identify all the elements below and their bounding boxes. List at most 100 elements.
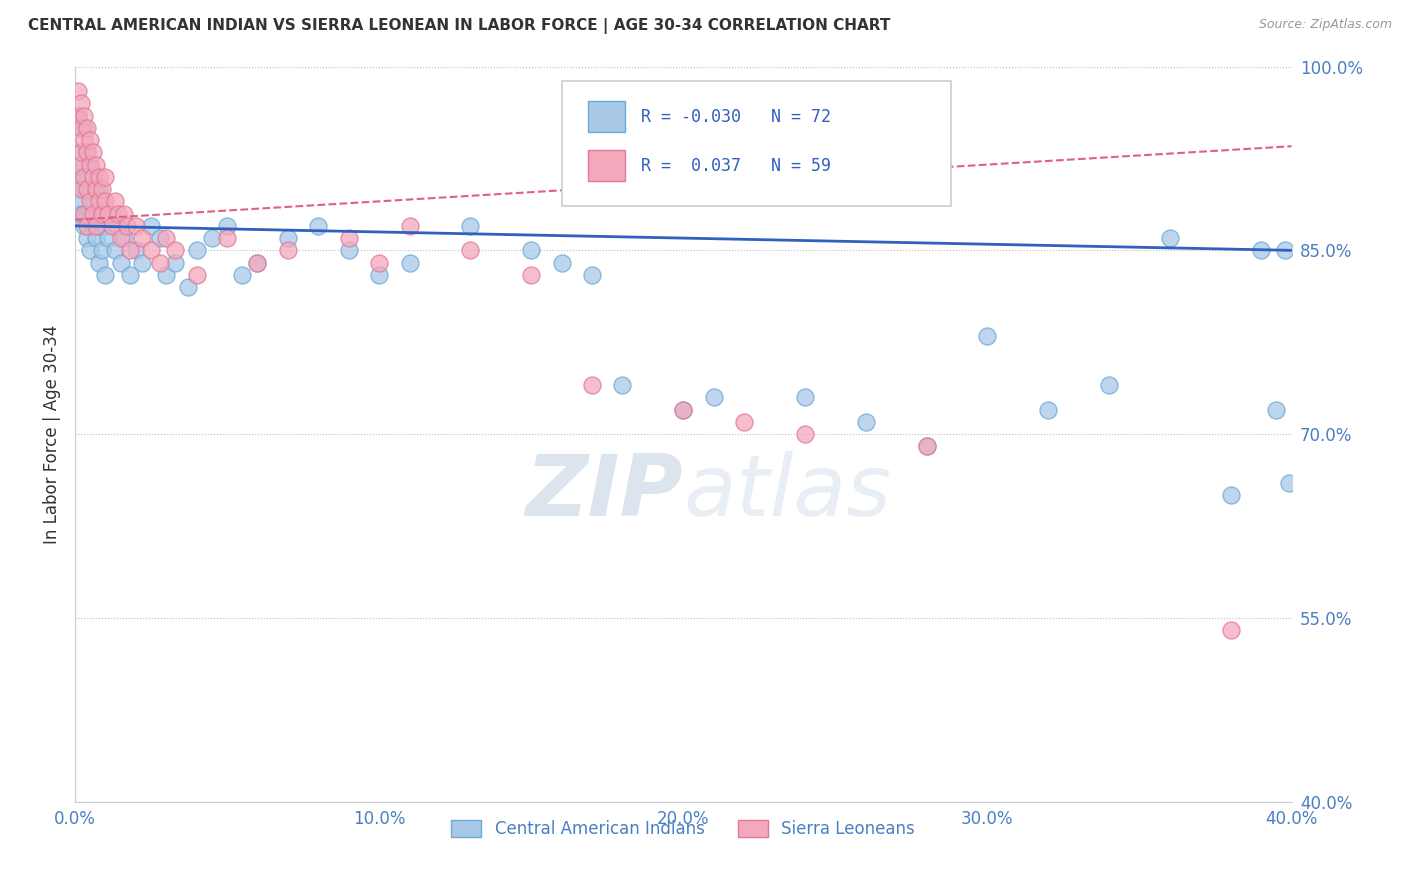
Text: R = -0.030   N = 72: R = -0.030 N = 72 (641, 108, 831, 126)
Point (73, 158, 96, 172)
Point (131, 255, 153, 269)
Point (1250, 244, 1272, 258)
Point (186, 268, 208, 282)
Point (76, 145, 98, 160)
Point (165, 244, 187, 258)
Point (89, 255, 111, 269)
Point (94, 268, 117, 282)
Point (103, 244, 125, 258)
Point (581, 268, 603, 282)
Point (125, 219, 148, 233)
Point (89, 219, 111, 233)
Point (73, 206, 96, 220)
Point (73, 219, 96, 233)
Point (460, 219, 482, 233)
Point (581, 378, 603, 392)
Point (246, 255, 269, 269)
Point (76, 120, 98, 135)
Point (118, 244, 141, 258)
Point (79, 194, 101, 209)
Point (91, 244, 114, 258)
Point (307, 219, 329, 233)
Point (97, 206, 120, 220)
FancyBboxPatch shape (588, 151, 624, 181)
Point (84, 206, 107, 220)
Text: atlas: atlas (683, 451, 891, 534)
Point (612, 378, 634, 392)
Point (89, 194, 111, 209)
Point (94, 219, 117, 233)
Point (915, 439, 938, 453)
Point (1277, 476, 1299, 491)
Point (76, 169, 98, 184)
Point (125, 244, 148, 258)
Point (76, 182, 98, 196)
Point (115, 219, 138, 233)
Point (70, 145, 93, 160)
Point (70, 145, 93, 160)
Point (368, 255, 391, 269)
Point (70, 120, 93, 135)
Point (793, 427, 815, 442)
Point (550, 255, 572, 269)
Point (1219, 623, 1241, 637)
Point (112, 206, 135, 220)
Point (79, 182, 101, 196)
Point (79, 158, 101, 172)
Point (82, 219, 104, 233)
Point (100, 219, 122, 233)
Point (186, 244, 208, 258)
Point (79, 206, 101, 220)
Point (76, 145, 98, 160)
Point (89, 169, 111, 184)
Legend: Central American Indians, Sierra Leoneans: Central American Indians, Sierra Leonean… (444, 814, 922, 845)
Point (107, 206, 129, 220)
Point (217, 219, 239, 233)
Point (520, 244, 543, 258)
Point (73, 120, 96, 135)
Point (398, 219, 420, 233)
Point (82, 169, 104, 184)
FancyBboxPatch shape (561, 81, 950, 206)
Point (76, 219, 98, 233)
Point (337, 244, 360, 258)
Point (165, 255, 187, 269)
Point (94, 169, 117, 184)
Point (107, 219, 129, 233)
Point (67, 109, 90, 123)
FancyBboxPatch shape (588, 101, 624, 132)
Point (82, 194, 104, 209)
Point (793, 390, 815, 404)
Point (79, 244, 101, 258)
Point (1265, 402, 1288, 417)
Point (73, 109, 96, 123)
Point (337, 231, 360, 245)
Point (84, 219, 107, 233)
Point (520, 268, 543, 282)
Point (1219, 488, 1241, 502)
Point (149, 255, 172, 269)
Point (110, 255, 132, 269)
Point (1159, 231, 1181, 245)
Point (67, 109, 90, 123)
Point (76, 206, 98, 220)
Text: CENTRAL AMERICAN INDIAN VS SIERRA LEONEAN IN LABOR FORCE | AGE 30-34 CORRELATION: CENTRAL AMERICAN INDIAN VS SIERRA LEONEA… (28, 18, 890, 34)
Point (855, 415, 877, 429)
Point (246, 255, 269, 269)
Point (82, 206, 104, 220)
Point (89, 182, 111, 196)
Point (67, 158, 90, 172)
Point (131, 231, 153, 245)
Point (672, 402, 695, 417)
Point (976, 329, 998, 343)
Point (82, 145, 104, 160)
Point (76, 231, 98, 245)
Point (217, 231, 239, 245)
Point (703, 390, 725, 404)
Point (112, 231, 135, 245)
Point (149, 231, 172, 245)
Point (91, 206, 114, 220)
Point (84, 231, 107, 245)
Point (79, 133, 101, 147)
Point (201, 231, 224, 245)
